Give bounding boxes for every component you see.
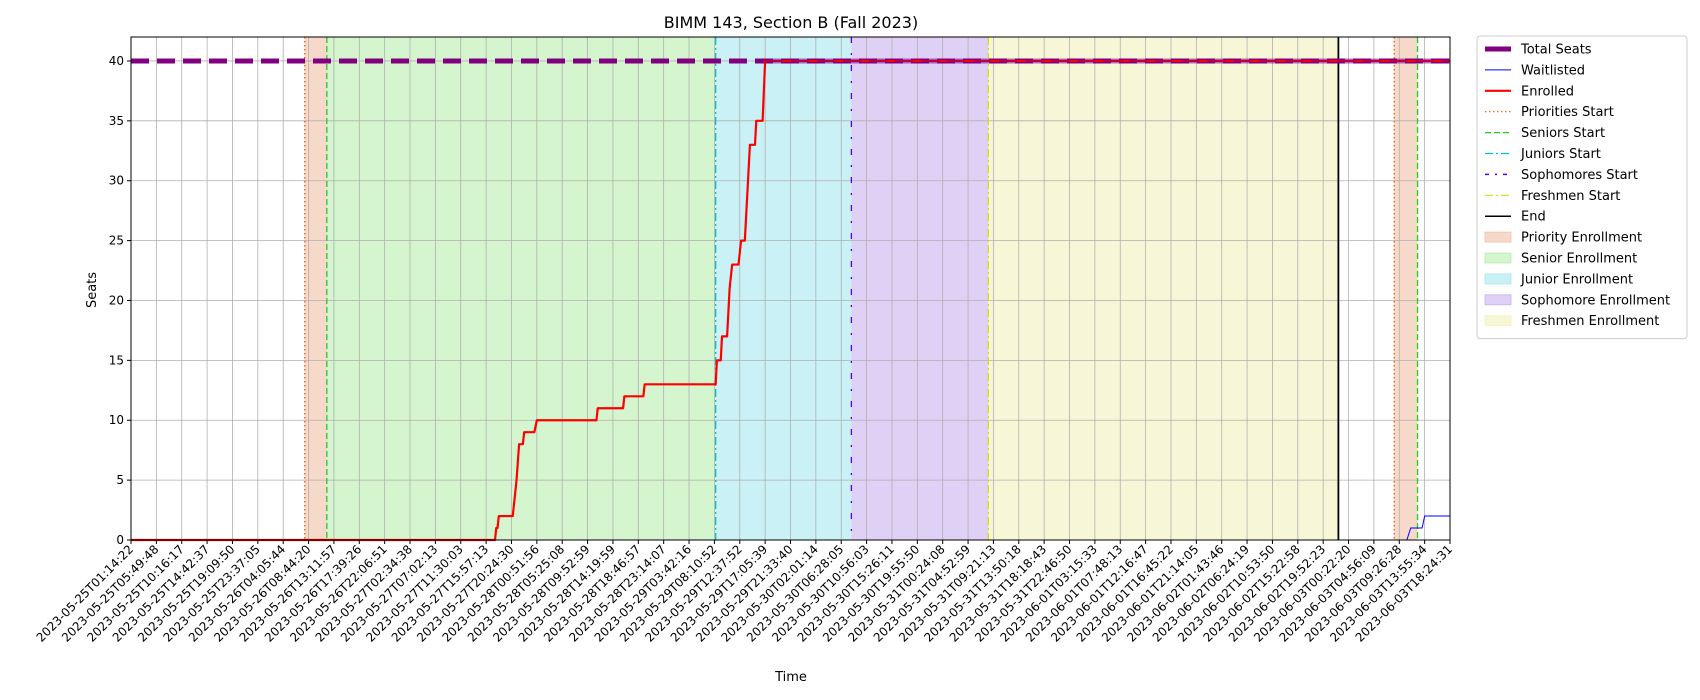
legend-label: Sophomore Enrollment	[1521, 293, 1670, 308]
legend-swatch	[1484, 231, 1512, 243]
span-1	[326, 37, 716, 540]
y-tick-label: 40	[109, 54, 124, 68]
legend-label: End	[1521, 210, 1546, 225]
legend-label: Total Seats	[1520, 43, 1592, 58]
legend-label: Freshmen Start	[1521, 189, 1620, 204]
data-series	[131, 58, 1450, 542]
y-tick-label: 0	[116, 533, 124, 547]
y-tick-label: 20	[109, 293, 124, 307]
phase-start-lines	[304, 37, 1419, 540]
legend-label: Sophomores Start	[1521, 168, 1638, 183]
span-5	[1394, 37, 1418, 540]
legend-label: Junior Enrollment	[1520, 272, 1633, 287]
legend-label: Enrolled	[1521, 84, 1574, 99]
x-axis-ticks: 2023-05-25T01:14:222023-05-25T05:49:4820…	[34, 540, 1455, 645]
legend-label: Waitlisted	[1521, 63, 1585, 78]
span-2	[715, 37, 852, 540]
grid	[130, 37, 1451, 541]
span-0	[304, 37, 327, 540]
legend-label: Seniors Start	[1521, 126, 1605, 141]
x-axis-label: Time	[774, 670, 807, 685]
legend-swatch	[1484, 315, 1512, 327]
y-tick-label: 25	[109, 234, 124, 248]
legend-label: Juniors Start	[1520, 147, 1601, 162]
legend-swatch	[1484, 273, 1512, 285]
series-enrolled	[131, 59, 1450, 542]
y-tick-label: 5	[116, 473, 124, 487]
y-tick-label: 15	[109, 353, 124, 367]
chart-title: BIMM 143, Section B (Fall 2023)	[664, 13, 918, 32]
legend-swatch	[1484, 294, 1512, 306]
enrollment-period-spans	[304, 37, 1418, 540]
y-tick-label: 35	[109, 114, 124, 128]
legend-label: Senior Enrollment	[1521, 252, 1637, 267]
y-axis-label: Seats	[85, 272, 100, 308]
legend: Total Seats Waitlisted Enrolled Priorities …	[1476, 35, 1688, 340]
legend-box	[1476, 35, 1688, 340]
legend-label: Priorities Start	[1521, 105, 1614, 120]
legend-label: Priority Enrollment	[1521, 231, 1642, 246]
y-axis-ticks: 0 5 10 15 20 25 30 35 40	[109, 54, 131, 547]
span-4	[988, 37, 1339, 540]
legend-swatch	[1484, 252, 1512, 264]
y-tick-label: 30	[109, 174, 124, 188]
legend-label: Freshmen Enrollment	[1521, 314, 1659, 329]
y-tick-label: 10	[109, 413, 124, 427]
